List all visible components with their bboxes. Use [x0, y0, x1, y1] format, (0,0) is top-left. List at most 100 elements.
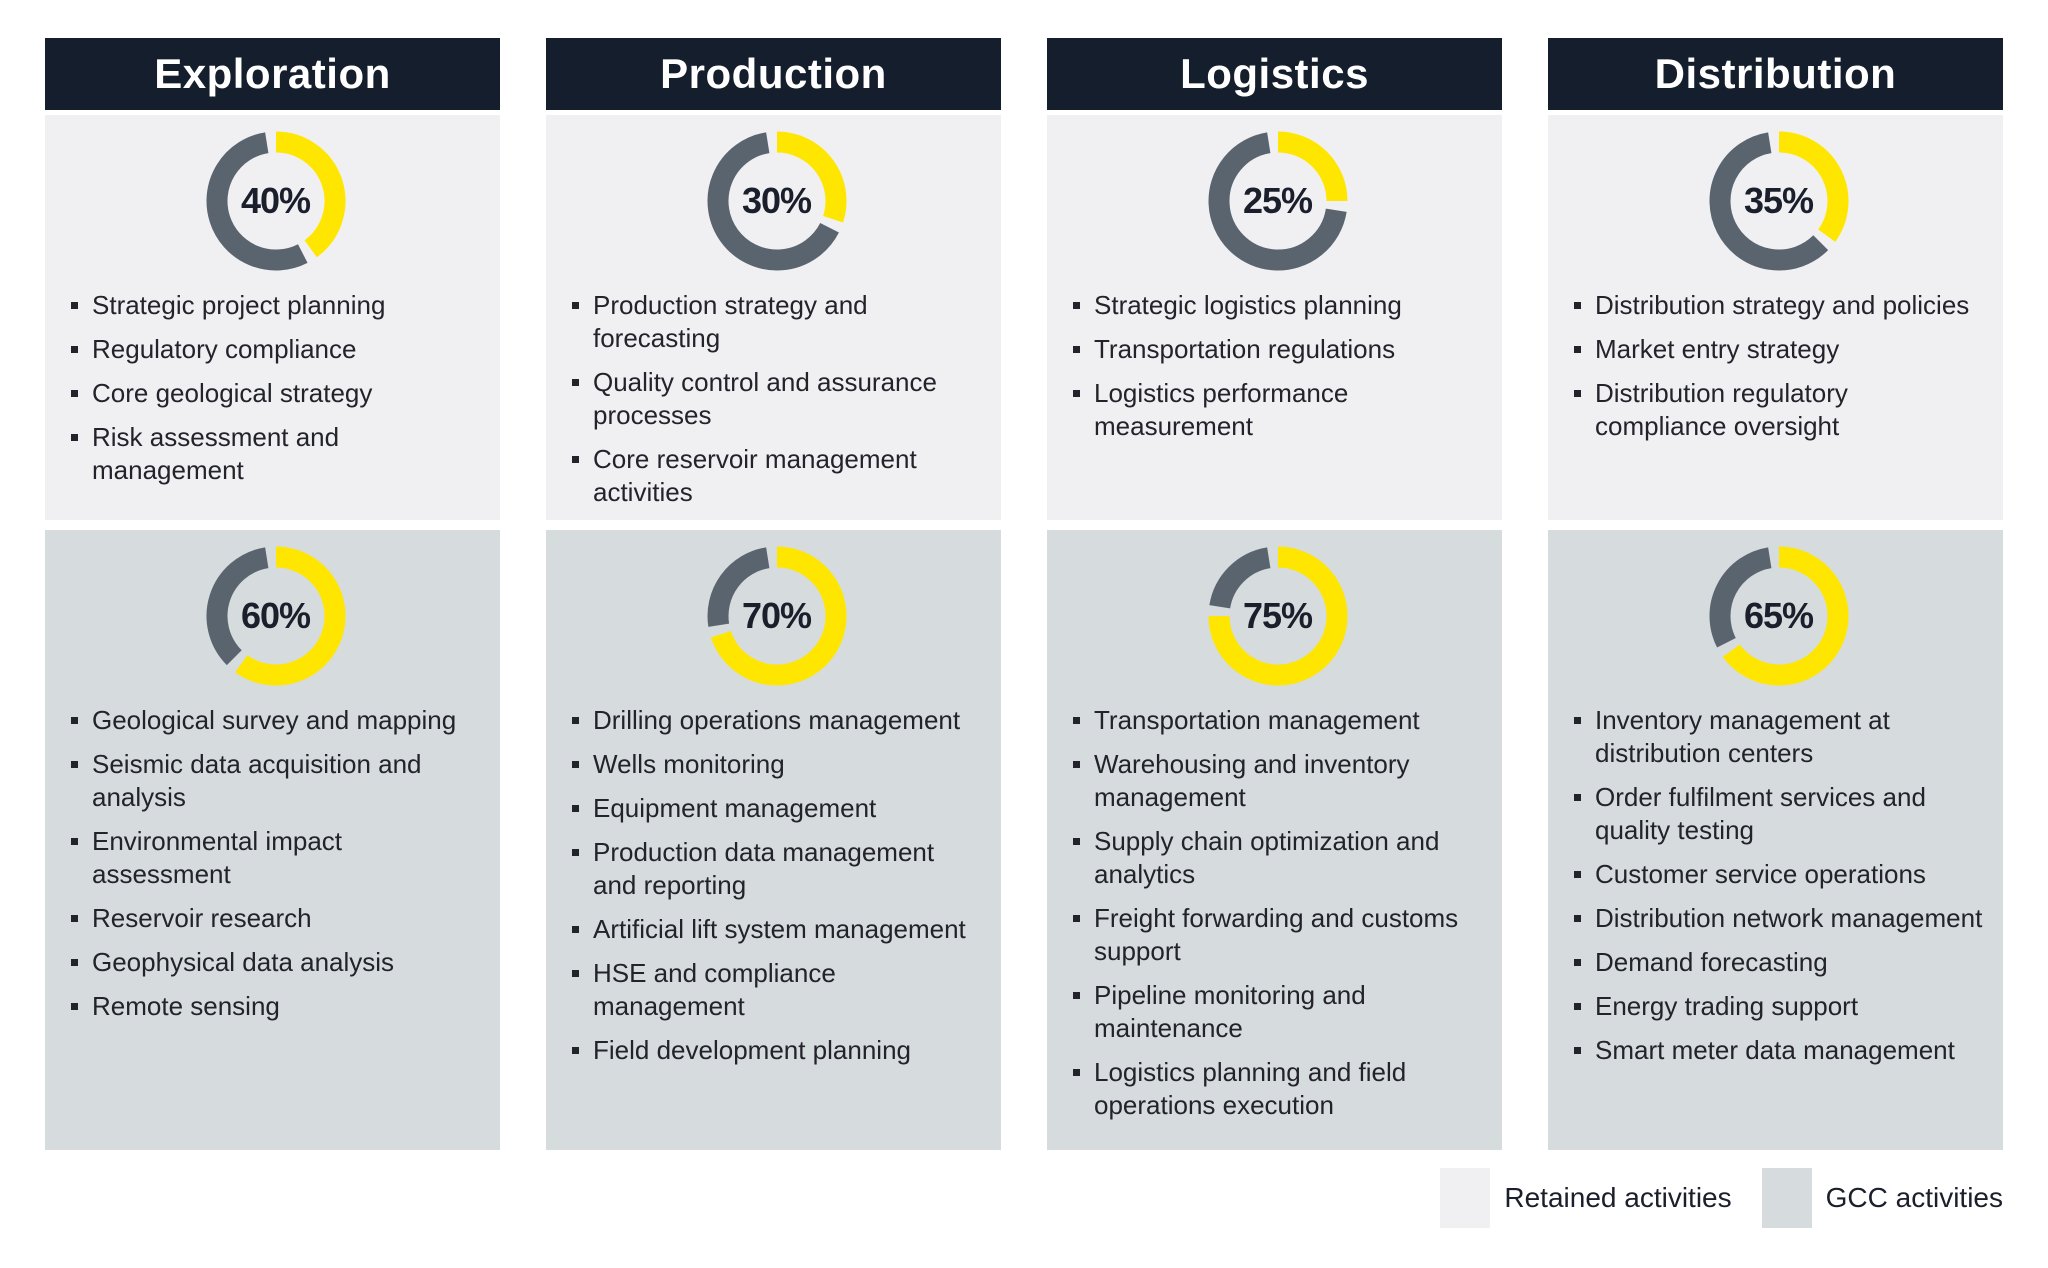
- bullet-square-icon: [1574, 717, 1581, 724]
- activity-item: Distribution strategy and policies: [1574, 289, 1983, 322]
- activity-item: HSE and compliance management: [572, 957, 981, 1023]
- activity-text: Customer service operations: [1595, 859, 1926, 889]
- retained-percent-label: 25%: [1242, 180, 1313, 221]
- activity-item: Geophysical data analysis: [71, 946, 480, 979]
- bullet-square-icon: [572, 302, 579, 309]
- activity-item: Market entry strategy: [1574, 333, 1983, 366]
- column-title: Logistics: [1180, 50, 1369, 97]
- activity-item: Environmental impact assessment: [71, 825, 480, 891]
- activity-item: Warehousing and inventory management: [1073, 748, 1482, 814]
- bullet-square-icon: [71, 434, 78, 441]
- retained-percent-label: 35%: [1743, 180, 1814, 221]
- activity-item: Core geological strategy: [71, 377, 480, 410]
- bullet-square-icon: [71, 346, 78, 353]
- donut-ring-icon: [1208, 131, 1347, 271]
- column-title: Distribution: [1654, 50, 1897, 97]
- bullet-square-icon: [71, 717, 78, 724]
- bullet-square-icon: [71, 838, 78, 845]
- bullet-square-icon: [572, 379, 579, 386]
- bullet-square-icon: [71, 390, 78, 397]
- column: Exploration 40% Strategic project planni…: [45, 38, 500, 1150]
- activity-item: Field development planning: [572, 1034, 981, 1067]
- activity-item: Smart meter data management: [1574, 1034, 1983, 1067]
- legend-item-retained: Retained activities: [1440, 1168, 1732, 1228]
- bullet-square-icon: [1073, 992, 1080, 999]
- bullet-square-icon: [1574, 1047, 1581, 1054]
- activity-text: Distribution strategy and policies: [1595, 290, 1970, 320]
- bullet-square-icon: [572, 926, 579, 933]
- activity-text: Regulatory compliance: [92, 334, 357, 364]
- column-header: Distribution: [1548, 38, 2003, 110]
- activity-item: Remote sensing: [71, 990, 480, 1023]
- activity-item: Freight forwarding and customs support: [1073, 902, 1482, 968]
- bullet-square-icon: [1073, 838, 1080, 845]
- gcc-percent-label: 65%: [1743, 595, 1814, 636]
- activity-text: Strategic project planning: [92, 290, 386, 320]
- gcc-percent-label: 75%: [1242, 595, 1313, 636]
- donut-ring-icon: [1709, 546, 1848, 686]
- activity-text: Wells monitoring: [593, 749, 785, 779]
- gcc-section: 70% Drilling operations management Wells …: [546, 530, 1001, 1150]
- activity-text: Distribution network management: [1595, 903, 1983, 933]
- legend-label-retained: Retained activities: [1504, 1182, 1732, 1213]
- activity-text: Supply chain optimization and analytics: [1094, 826, 1440, 889]
- column: Production 30% Production strategy and f…: [546, 38, 1001, 1150]
- retained-swatch-icon: [1440, 1168, 1491, 1228]
- activity-text: Freight forwarding and customs support: [1094, 903, 1459, 966]
- activity-text: Transportation management: [1094, 705, 1420, 735]
- gcc-items-list: Inventory management at distribution cen…: [1574, 704, 1983, 1067]
- bullet-square-icon: [1574, 794, 1581, 801]
- retained-items-list: Strategic logistics planning Transportati…: [1073, 289, 1482, 443]
- gcc-donut-chart: 60%: [206, 546, 346, 686]
- bullet-square-icon: [572, 849, 579, 856]
- bullet-square-icon: [572, 805, 579, 812]
- activity-text: Demand forecasting: [1595, 947, 1828, 977]
- activity-text: Production strategy and forecasting: [593, 290, 868, 353]
- bullet-square-icon: [572, 1047, 579, 1054]
- retained-donut-chart: 35%: [1709, 131, 1849, 271]
- activity-text: Energy trading support: [1595, 991, 1859, 1021]
- activity-text: Geological survey and mapping: [92, 705, 457, 735]
- retained-items-list: Production strategy and forecasting Quali…: [572, 289, 981, 509]
- activity-item: Regulatory compliance: [71, 333, 480, 366]
- activity-item: Equipment management: [572, 792, 981, 825]
- column-header: Logistics: [1047, 38, 1502, 110]
- activity-item: Logistics performance measurement: [1073, 377, 1482, 443]
- activity-item: Quality control and assurance processes: [572, 366, 981, 432]
- activity-item: Pipeline monitoring and maintenance: [1073, 979, 1482, 1045]
- retained-items-list: Distribution strategy and policies Market…: [1574, 289, 1983, 443]
- bullet-square-icon: [572, 456, 579, 463]
- activity-item: Demand forecasting: [1574, 946, 1983, 979]
- activity-text: Core reservoir management activities: [593, 444, 917, 507]
- bullet-square-icon: [71, 1003, 78, 1010]
- retained-section: 35% Distribution strategy and policies Ma…: [1548, 115, 2003, 520]
- gcc-section: 65% Inventory management at distribution…: [1548, 530, 2003, 1150]
- activity-item: Drilling operations management: [572, 704, 981, 737]
- gcc-donut-chart: 70%: [707, 546, 847, 686]
- activity-text: Pipeline monitoring and maintenance: [1094, 980, 1366, 1043]
- bullet-square-icon: [71, 915, 78, 922]
- activity-text: Smart meter data management: [1595, 1035, 1955, 1065]
- bullet-square-icon: [1574, 915, 1581, 922]
- activity-text: Strategic logistics planning: [1094, 290, 1402, 320]
- activity-item: Strategic logistics planning: [1073, 289, 1482, 322]
- legend: Retained activities GCC activities: [1440, 1168, 2003, 1228]
- activity-item: Seismic data acquisition and analysis: [71, 748, 480, 814]
- activity-item: Wells monitoring: [572, 748, 981, 781]
- activity-text: Reservoir research: [92, 903, 312, 933]
- gcc-section: 75% Transportation management Warehousing…: [1047, 530, 1502, 1150]
- gcc-items-list: Drilling operations management Wells moni…: [572, 704, 981, 1067]
- gcc-percent-label: 70%: [741, 595, 812, 636]
- gcc-items-list: Transportation management Warehousing and…: [1073, 704, 1482, 1122]
- bullet-square-icon: [572, 970, 579, 977]
- activity-text: Quality control and assurance processes: [593, 367, 937, 430]
- donut-ring-icon: [1709, 131, 1848, 271]
- activity-text: Logistics performance measurement: [1094, 378, 1349, 441]
- activity-text: Production data management and reporting: [593, 837, 935, 900]
- columns-row: Exploration 40% Strategic project planni…: [45, 38, 2003, 1150]
- retained-donut-chart: 25%: [1208, 131, 1348, 271]
- activity-text: HSE and compliance management: [593, 958, 836, 1021]
- activity-item: Geological survey and mapping: [71, 704, 480, 737]
- activity-text: Order fulfilment services and quality te…: [1595, 782, 1926, 845]
- activity-item: Reservoir research: [71, 902, 480, 935]
